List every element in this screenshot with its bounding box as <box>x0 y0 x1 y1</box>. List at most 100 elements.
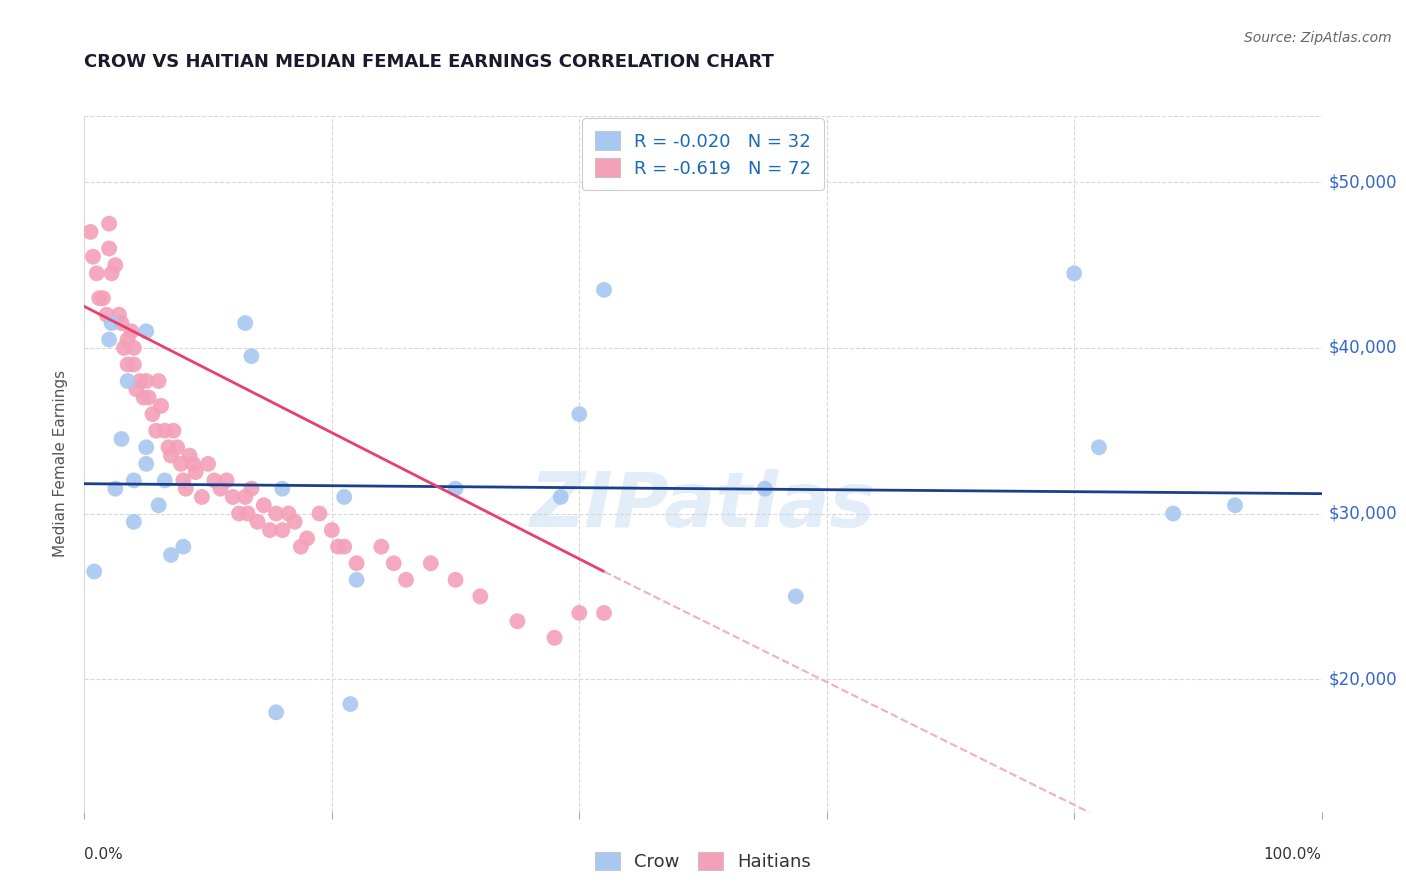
Point <box>117 333 139 347</box>
Point <box>543 631 565 645</box>
Point <box>174 482 197 496</box>
Point <box>444 482 467 496</box>
Text: $50,000: $50,000 <box>1329 173 1398 191</box>
Point <box>120 324 142 338</box>
Point <box>240 349 263 363</box>
Point <box>346 556 368 570</box>
Legend: R = -0.020   N = 32, R = -0.619   N = 72: R = -0.020 N = 32, R = -0.619 N = 72 <box>582 118 824 190</box>
Point <box>339 697 361 711</box>
Text: $30,000: $30,000 <box>1329 505 1398 523</box>
Point <box>82 250 104 264</box>
Point <box>96 308 118 322</box>
Point <box>141 407 163 421</box>
Point <box>233 316 256 330</box>
Point <box>135 324 157 338</box>
Point <box>138 391 160 405</box>
Point <box>122 358 145 372</box>
Point <box>593 606 616 620</box>
Point <box>181 457 204 471</box>
Point <box>209 482 232 496</box>
Point <box>259 523 281 537</box>
Point <box>754 482 776 496</box>
Text: 100.0%: 100.0% <box>1264 847 1322 863</box>
Point <box>550 490 572 504</box>
Point <box>236 507 259 521</box>
Point <box>184 465 207 479</box>
Point <box>110 432 132 446</box>
Point <box>1063 266 1085 280</box>
Point <box>112 341 135 355</box>
Point <box>785 590 807 604</box>
Point <box>264 507 287 521</box>
Point <box>83 565 105 579</box>
Point <box>215 474 238 488</box>
Point <box>271 523 294 537</box>
Text: $40,000: $40,000 <box>1329 339 1398 357</box>
Point <box>100 316 122 330</box>
Point <box>202 474 225 488</box>
Point <box>179 449 201 463</box>
Point <box>89 291 111 305</box>
Point <box>271 482 294 496</box>
Point <box>150 399 173 413</box>
Point <box>91 291 114 305</box>
Point <box>333 540 356 554</box>
Point <box>295 532 318 546</box>
Point <box>148 498 170 512</box>
Legend: Crow, Haitians: Crow, Haitians <box>588 845 818 879</box>
Point <box>98 333 121 347</box>
Point <box>308 507 330 521</box>
Point <box>222 490 245 504</box>
Point <box>1088 440 1111 454</box>
Point <box>104 482 127 496</box>
Point <box>104 258 127 272</box>
Point <box>321 523 343 537</box>
Point <box>568 606 591 620</box>
Point <box>277 507 299 521</box>
Point <box>160 548 183 562</box>
Point <box>145 424 167 438</box>
Point <box>326 540 349 554</box>
Point <box>346 573 368 587</box>
Point <box>197 457 219 471</box>
Point <box>162 424 184 438</box>
Point <box>108 308 131 322</box>
Point <box>98 217 121 231</box>
Point <box>135 440 157 454</box>
Point <box>122 341 145 355</box>
Point <box>506 614 529 628</box>
Point <box>246 515 269 529</box>
Y-axis label: Median Female Earnings: Median Female Earnings <box>53 370 69 558</box>
Point <box>132 391 155 405</box>
Point <box>98 242 121 256</box>
Point <box>284 515 307 529</box>
Point <box>86 266 108 280</box>
Point <box>135 457 157 471</box>
Point <box>122 474 145 488</box>
Text: Source: ZipAtlas.com: Source: ZipAtlas.com <box>1244 30 1392 45</box>
Point <box>153 424 176 438</box>
Text: 0.0%: 0.0% <box>84 847 124 863</box>
Point <box>333 490 356 504</box>
Text: ZIPatlas: ZIPatlas <box>530 468 876 542</box>
Point <box>264 706 287 720</box>
Point <box>170 457 193 471</box>
Point <box>290 540 312 554</box>
Point <box>568 407 591 421</box>
Point <box>240 482 263 496</box>
Point <box>110 316 132 330</box>
Text: $20,000: $20,000 <box>1329 670 1398 689</box>
Point <box>470 590 492 604</box>
Point <box>1161 507 1184 521</box>
Point <box>395 573 418 587</box>
Point <box>135 374 157 388</box>
Point <box>125 382 148 396</box>
Point <box>122 515 145 529</box>
Point <box>172 474 194 488</box>
Point <box>100 266 122 280</box>
Point <box>191 490 214 504</box>
Point <box>157 440 180 454</box>
Text: CROW VS HAITIAN MEDIAN FEMALE EARNINGS CORRELATION CHART: CROW VS HAITIAN MEDIAN FEMALE EARNINGS C… <box>84 54 775 71</box>
Point <box>419 556 441 570</box>
Point <box>228 507 250 521</box>
